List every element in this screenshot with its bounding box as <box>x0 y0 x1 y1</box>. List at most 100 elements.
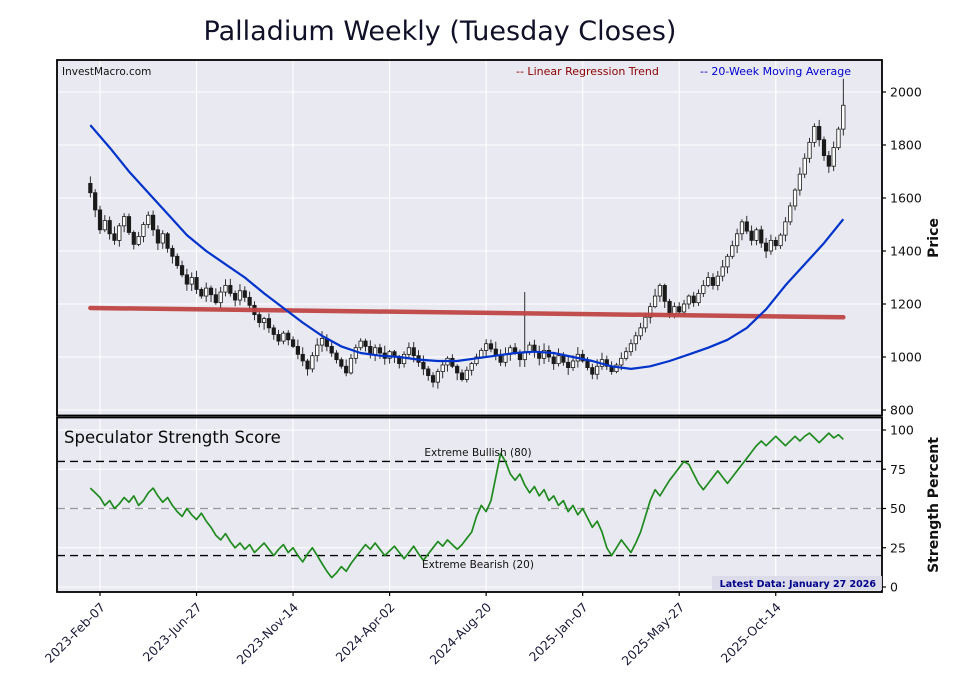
candle-body <box>286 332 291 341</box>
candle-body <box>730 245 735 257</box>
candle-body <box>199 289 204 297</box>
date-tick-label: 2025-Oct-14 <box>718 599 784 665</box>
candle-body <box>102 220 107 231</box>
candle-body <box>315 344 320 357</box>
date-tick-label: 2025-Jan-07 <box>526 600 591 665</box>
candle-body <box>218 291 223 304</box>
candle-body <box>817 126 822 141</box>
candle-body <box>440 364 445 372</box>
candle-body <box>744 221 749 232</box>
candle-body <box>377 347 383 354</box>
candle-body <box>131 232 136 245</box>
candle-body <box>257 314 262 323</box>
candle-body <box>348 357 354 374</box>
candle-body <box>290 339 296 347</box>
candle-body <box>541 349 547 359</box>
candle-body <box>715 275 720 286</box>
strength-tick-label: 75 <box>890 462 906 477</box>
date-tick-label: 2025-May-27 <box>618 600 687 669</box>
candle-body <box>797 173 802 191</box>
candle-body <box>179 265 185 276</box>
strength-tick-label: 25 <box>890 540 906 555</box>
candle-body <box>585 360 590 369</box>
candle-body <box>677 306 682 313</box>
legend-regression-trend: -- Linear Regression Trend <box>516 65 659 78</box>
chart-title: Palladium Weekly (Tuesday Closes) <box>204 16 677 47</box>
candle-body <box>373 347 378 355</box>
candle-body <box>624 351 629 359</box>
candle-body <box>759 229 764 244</box>
candle-body <box>643 316 648 329</box>
candle-body <box>150 214 156 231</box>
candle-body <box>136 236 141 245</box>
candle-body <box>469 363 474 371</box>
latest-data-background <box>712 576 882 590</box>
candle-body <box>204 287 209 297</box>
candle-body <box>821 139 827 156</box>
price-axis-label: Price <box>926 218 942 258</box>
candle-body <box>807 141 812 159</box>
candle-body <box>334 352 339 361</box>
date-tick-label: 2023-Jun-27 <box>140 600 205 665</box>
candle-body <box>464 369 469 380</box>
candle-body <box>696 292 701 304</box>
candle-body <box>551 356 556 365</box>
candle-body <box>498 355 503 363</box>
price-tick-label: 2000 <box>890 85 922 100</box>
candle-body <box>363 340 368 347</box>
candle-body <box>648 306 653 318</box>
candle-body <box>570 360 576 369</box>
candle-body <box>778 234 783 247</box>
candle-body <box>117 225 122 241</box>
legend-moving-average: -- 20-Week Moving Average <box>700 65 851 78</box>
candle-body <box>710 277 716 286</box>
candle-body <box>160 233 165 244</box>
candle-body <box>276 334 281 342</box>
regression-line <box>88 305 846 320</box>
strength-panel-background <box>57 417 882 592</box>
candle-body <box>223 285 228 293</box>
candle-body <box>170 247 175 257</box>
price-tick-label: 800 <box>890 403 914 418</box>
strength-tick-label: 0 <box>890 580 898 595</box>
candle-body <box>310 355 315 370</box>
candle-body <box>633 335 638 345</box>
watermark: InvestMacro.com <box>62 66 151 78</box>
candle-body <box>266 318 272 329</box>
candle-body <box>749 230 754 241</box>
candle-body <box>112 233 117 241</box>
candle-body <box>691 295 696 304</box>
candle-body <box>344 365 349 374</box>
date-tick-label: 2024-Apr-02 <box>332 600 397 665</box>
candle-body <box>590 367 595 375</box>
candle-body <box>667 300 672 316</box>
candle-body <box>353 347 358 359</box>
candle-body <box>773 239 778 247</box>
price-tick-label: 1800 <box>890 138 922 153</box>
price-tick-label: 1600 <box>890 191 922 206</box>
candle-body <box>233 292 238 301</box>
candle-body <box>479 349 484 358</box>
candle-body <box>435 371 440 383</box>
candle-body <box>488 343 494 350</box>
extreme-bearish-label: Extreme Bearish (20) <box>422 559 534 571</box>
candle-body <box>831 147 836 167</box>
candle-body <box>735 233 740 247</box>
candle-body <box>430 375 436 383</box>
candle-body <box>228 285 233 294</box>
strength-tick-label: 100 <box>890 423 914 438</box>
candle-body <box>281 332 286 342</box>
candle-body <box>339 359 344 367</box>
candle-body <box>652 295 658 308</box>
candle-body <box>783 221 788 236</box>
candle-body <box>141 224 146 237</box>
candle-body <box>194 277 199 290</box>
candle-body <box>754 229 759 241</box>
candle-body <box>406 347 412 355</box>
candle-body <box>455 365 460 374</box>
candle-body <box>792 189 798 207</box>
candle-body <box>657 285 662 297</box>
candle-body <box>126 216 132 233</box>
candle-body <box>484 343 489 351</box>
strength-panel-border <box>56 416 883 593</box>
